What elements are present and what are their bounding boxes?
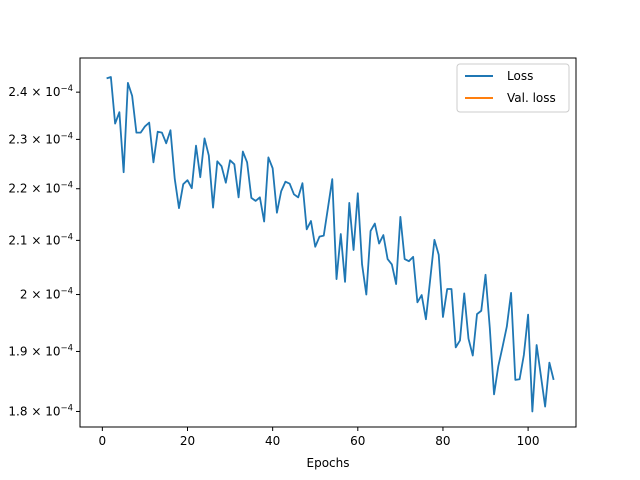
legend-label-loss: Loss (507, 69, 533, 83)
legend-label-val-loss: Val. loss (507, 91, 556, 105)
y-axis: 1.8 × 10−4 1.9 × 10−4 2 × 10−4 2.1 × 10−4 2.… (8, 84, 80, 418)
x-tick-label: 80 (435, 434, 450, 448)
y-tick-label: 2.2 × 10−4 (8, 181, 73, 196)
y-tick-label: 2.4 × 10−4 (8, 84, 73, 99)
y-tick-label: 1.9 × 10−4 (8, 343, 73, 358)
series-layer (106, 76, 555, 413)
series-line-loss (106, 76, 555, 413)
legend: Loss Val. loss (456, 63, 570, 113)
x-tick-label: 40 (265, 434, 280, 448)
y-tick-label: 2.1 × 10−4 (8, 232, 73, 247)
x-tick-label: 100 (517, 434, 540, 448)
x-axis-label: Epochs (307, 456, 350, 470)
y-tick-label: 2 × 10−4 (20, 287, 73, 302)
x-tick-label: 20 (180, 434, 195, 448)
x-axis: 0 20 40 60 80 100 (99, 427, 540, 448)
x-tick-label: 0 (99, 434, 107, 448)
plot-frame (79, 57, 577, 428)
x-tick-label: 60 (350, 434, 365, 448)
y-tick-label: 2.3 × 10−4 (8, 131, 73, 146)
y-tick-label: 1.8 × 10−4 (8, 403, 73, 418)
